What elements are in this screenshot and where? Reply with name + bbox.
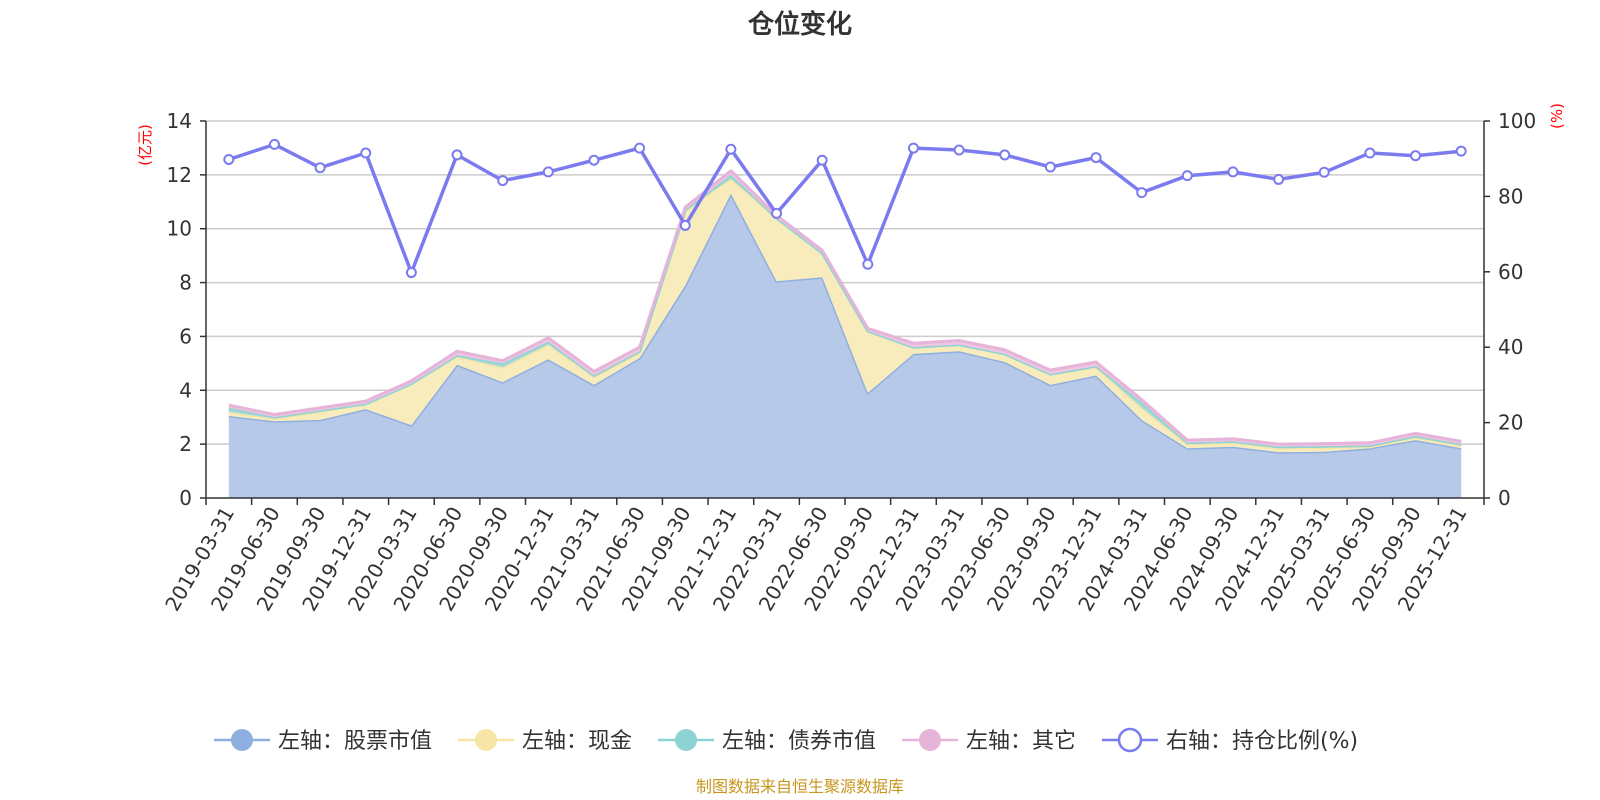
legend-item-3[interactable]: 左轴：债券市值: [658, 729, 876, 754]
ratio-point[interactable]: [1090, 152, 1102, 164]
right-tick-label: 80: [1498, 184, 1523, 208]
ratio-point[interactable]: [634, 142, 646, 154]
area-edge-4: [228, 169, 1462, 446]
legend-item-4[interactable]: 左轴：其它: [902, 729, 1076, 754]
ratio-point[interactable]: [542, 166, 554, 178]
left-tick-label: 2: [179, 432, 192, 456]
legend-swatch-marker: [1117, 727, 1143, 753]
area-1: [228, 193, 1462, 498]
legend-item-2[interactable]: 左轴：现金: [458, 729, 632, 754]
position-ratio-line: [223, 138, 1467, 279]
ratio-point[interactable]: [999, 149, 1011, 161]
ratio-point[interactable]: [1318, 166, 1330, 178]
ratio-point[interactable]: [1410, 150, 1422, 162]
ratio-point[interactable]: [588, 154, 600, 166]
ratio-point[interactable]: [953, 144, 965, 156]
left-tick-label: 10: [167, 217, 192, 241]
left-tick-label: 8: [179, 271, 192, 295]
legend-label: 左轴：股票市值: [278, 729, 432, 754]
legend-label: 左轴：其它: [966, 729, 1076, 754]
ratio-point[interactable]: [223, 153, 235, 165]
left-tick-label: 6: [179, 324, 192, 348]
ratio-point[interactable]: [405, 267, 417, 279]
ratio-point[interactable]: [1044, 161, 1056, 173]
left-tick-label: 12: [167, 163, 192, 187]
legend: 左轴：股票市值 左轴：现金 左轴：债券市值 左轴：其它 右轴：持仓比例(%): [214, 727, 1358, 754]
left-tick-label: 14: [167, 109, 192, 133]
left-axis-unit: (亿元): [136, 124, 154, 166]
legend-label: 左轴：债券市值: [722, 729, 876, 754]
ratio-point[interactable]: [497, 175, 509, 187]
legend-swatch-marker: [919, 729, 941, 751]
area-2: [228, 178, 1462, 453]
right-axis-unit: (%): [1548, 103, 1566, 129]
legend-swatch-marker: [675, 729, 697, 751]
ratio-point[interactable]: [907, 142, 919, 154]
ratio-point[interactable]: [1364, 147, 1376, 159]
right-tick-label: 40: [1498, 335, 1523, 359]
ratio-point[interactable]: [679, 219, 691, 231]
right-tick-label: 100: [1498, 109, 1536, 133]
legend-label: 右轴：持仓比例(%): [1166, 729, 1358, 754]
ratio-line-path: [228, 142, 1462, 275]
source-note: 制图数据来自恒生聚源数据库: [696, 777, 904, 796]
ratio-point[interactable]: [771, 207, 783, 219]
ratio-point[interactable]: [1136, 187, 1148, 199]
ratio-point[interactable]: [1455, 145, 1467, 157]
right-tick-label: 60: [1498, 260, 1523, 284]
ratio-point[interactable]: [725, 143, 737, 155]
ratio-point[interactable]: [360, 147, 372, 159]
legend-swatch-marker: [231, 729, 253, 751]
stacked-areas: [228, 169, 1462, 498]
right-tick-label: 0: [1498, 486, 1511, 510]
ratio-point[interactable]: [816, 154, 828, 166]
left-tick-label: 4: [179, 378, 192, 402]
left-tick-label: 0: [179, 486, 192, 510]
legend-swatch-marker: [475, 729, 497, 751]
ratio-point[interactable]: [862, 258, 874, 270]
ratio-point[interactable]: [451, 149, 463, 161]
chart-title: 仓位变化: [747, 9, 852, 40]
legend-label: 左轴：现金: [522, 729, 632, 754]
ratio-point[interactable]: [1273, 173, 1285, 185]
legend-item-5[interactable]: 右轴：持仓比例(%): [1102, 727, 1358, 754]
legend-item-1[interactable]: 左轴：股票市值: [214, 729, 432, 754]
ratio-point[interactable]: [314, 162, 326, 174]
ratio-point[interactable]: [1227, 166, 1239, 178]
ratio-point[interactable]: [1181, 170, 1193, 182]
right-tick-label: 20: [1498, 411, 1523, 435]
ratio-point[interactable]: [268, 138, 280, 150]
